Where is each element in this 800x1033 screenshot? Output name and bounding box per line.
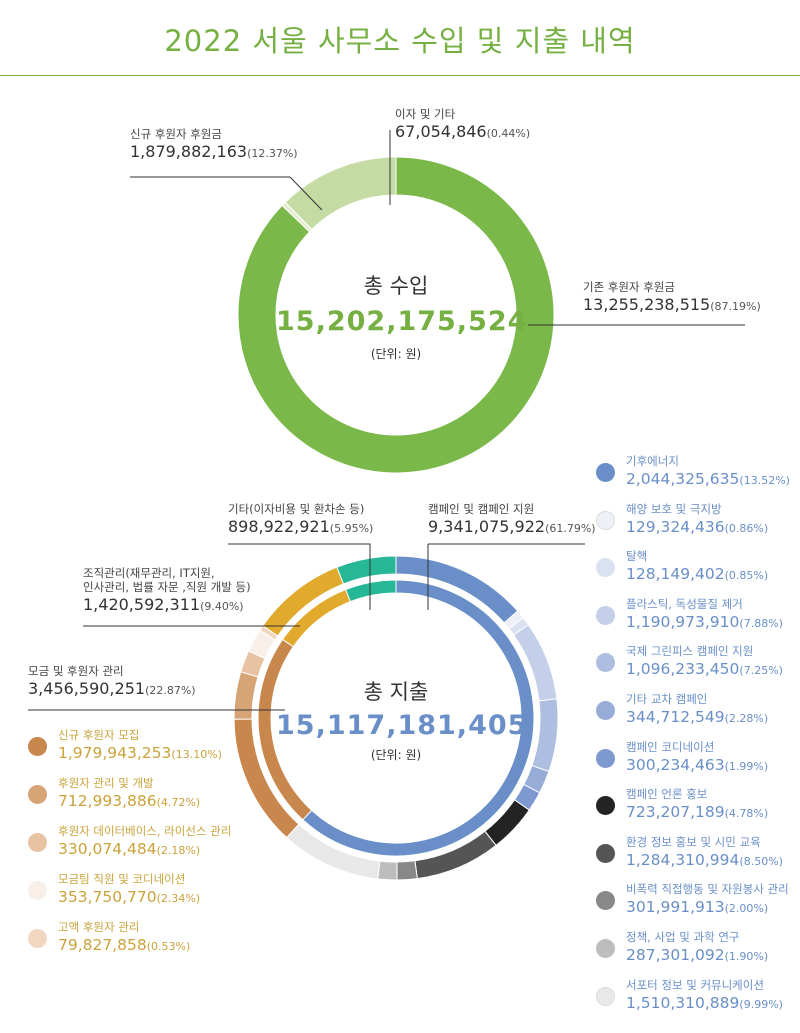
income-label-existing-donors: 기존 후원자 후원금 13,255,238,515(87.19%) [583,280,761,314]
legend-swatch [596,605,615,625]
legend-label: 환경 정보 홍보 및 시민 교육 [626,834,761,849]
income-label-new-donors: 신규 후원자 후원금 1,879,882,163(12.37%) [130,127,298,161]
legend-value: 723,207,189(4.78%) [626,803,769,822]
expense-outer-slice-9 [396,860,418,881]
legend-label: 기후에너지 [626,454,679,468]
legend-label: 캠페인 언론 홍보 [626,787,708,802]
legend-value: 128,149,402(0.85%) [626,565,769,584]
legend-swatch [596,463,615,482]
income-center-unit: (단위: 원) [370,347,422,361]
legend-swatch [596,748,615,768]
legend-swatch [28,929,47,948]
leader-line-1 [289,176,323,211]
legend-value: 1,096,233,450(7.25%) [626,660,783,679]
legend-swatch [596,796,615,816]
legend-swatch [596,891,615,911]
legend-swatch [28,881,47,900]
title-divider [0,75,800,76]
legend-label: 탈핵 [626,549,648,564]
legend-label: 비폭력 직접행동 및 자원봉사 관리 [626,882,789,897]
legend-value: 1,284,310,994(8.50%) [626,850,783,869]
expense-label-org: 조직관리(재무관리, IT지원, 인사관리, 법률 자문 ,직원 개발 등) 1… [83,566,251,614]
expense-label-campaign: 캠페인 및 캠페인 지원 9,341,075,922(61.79%) [428,502,596,536]
expense-outer-ring [233,555,559,881]
expense-inner-ring [257,579,535,857]
income-slice-0 [237,156,555,474]
legend-swatch [596,653,615,673]
page-title: 2022 서울 사무소 수입 및 지출 내역 [164,24,636,58]
legend-value: 129,324,436(0.86%) [626,517,769,536]
legend-value: 300,234,463(1.99%) [626,755,769,774]
legend-swatch [28,833,47,852]
legend-value: 301,991,913(2.00%) [626,898,769,917]
leader-line-4 [228,543,371,610]
legend-label: 정책, 사업 및 과학 연구 [626,930,740,944]
legend-value: 2,044,325,635(13.52%) [626,470,790,488]
legend-swatch [596,701,615,720]
income-center-title: 총 수입 [363,274,429,298]
income-donut [237,156,555,474]
legend-label: 해양 보호 및 극지방 [626,501,722,516]
expense-label-other: 기타(이자비용 및 환차손 등) 898,922,921(5.95%) [228,502,374,536]
legend-swatch [596,510,615,530]
legend-label: 기타 교차 캠페인 [626,692,708,706]
legend-swatch [596,558,615,578]
legend-swatch [596,986,615,1006]
legend-value: 1,510,310,889(9.99%) [626,993,783,1012]
legend-label: 서포터 정보 및 커뮤니케이션 [626,977,764,992]
income-center-total: 15,202,175,524 [276,306,528,337]
legend-label: 캠페인 코디네이션 [626,739,715,754]
legend-swatch [596,843,615,863]
expense-outer-slice-13 [233,671,259,720]
expense-center-total: 15,117,181,405 [276,710,528,741]
expense-outer-slice-18 [336,555,397,585]
legend-swatch [596,939,615,958]
expense-center-unit: (단위: 원) [370,748,422,762]
expense-outer-slice-10 [377,860,398,881]
legend-value: 1,190,973,910(7.88%) [626,612,783,631]
expense-label-fundraising: 모금 및 후원자 관리 3,456,590,251(22.87%) [28,664,196,698]
legend-label: 플라스틱, 독성물질 제거 [626,596,743,611]
legend-label: 국제 그린피스 캠페인 지원 [626,644,754,659]
income-label-interest: 이자 및 기타 67,054,846(0.44%) [395,107,531,141]
legend-swatch [28,785,47,804]
legend-swatch [28,737,47,756]
legend-value: 287,301,092(1.90%) [626,946,769,964]
income-slice-2 [284,156,397,231]
expense-outer-slice-4 [531,698,559,773]
expense-center-title: 총 지출 [363,680,429,704]
expense-inner-slice-3 [344,579,397,603]
leader-lines [28,130,745,711]
legend-value: 344,712,549(2.28%) [626,708,769,726]
